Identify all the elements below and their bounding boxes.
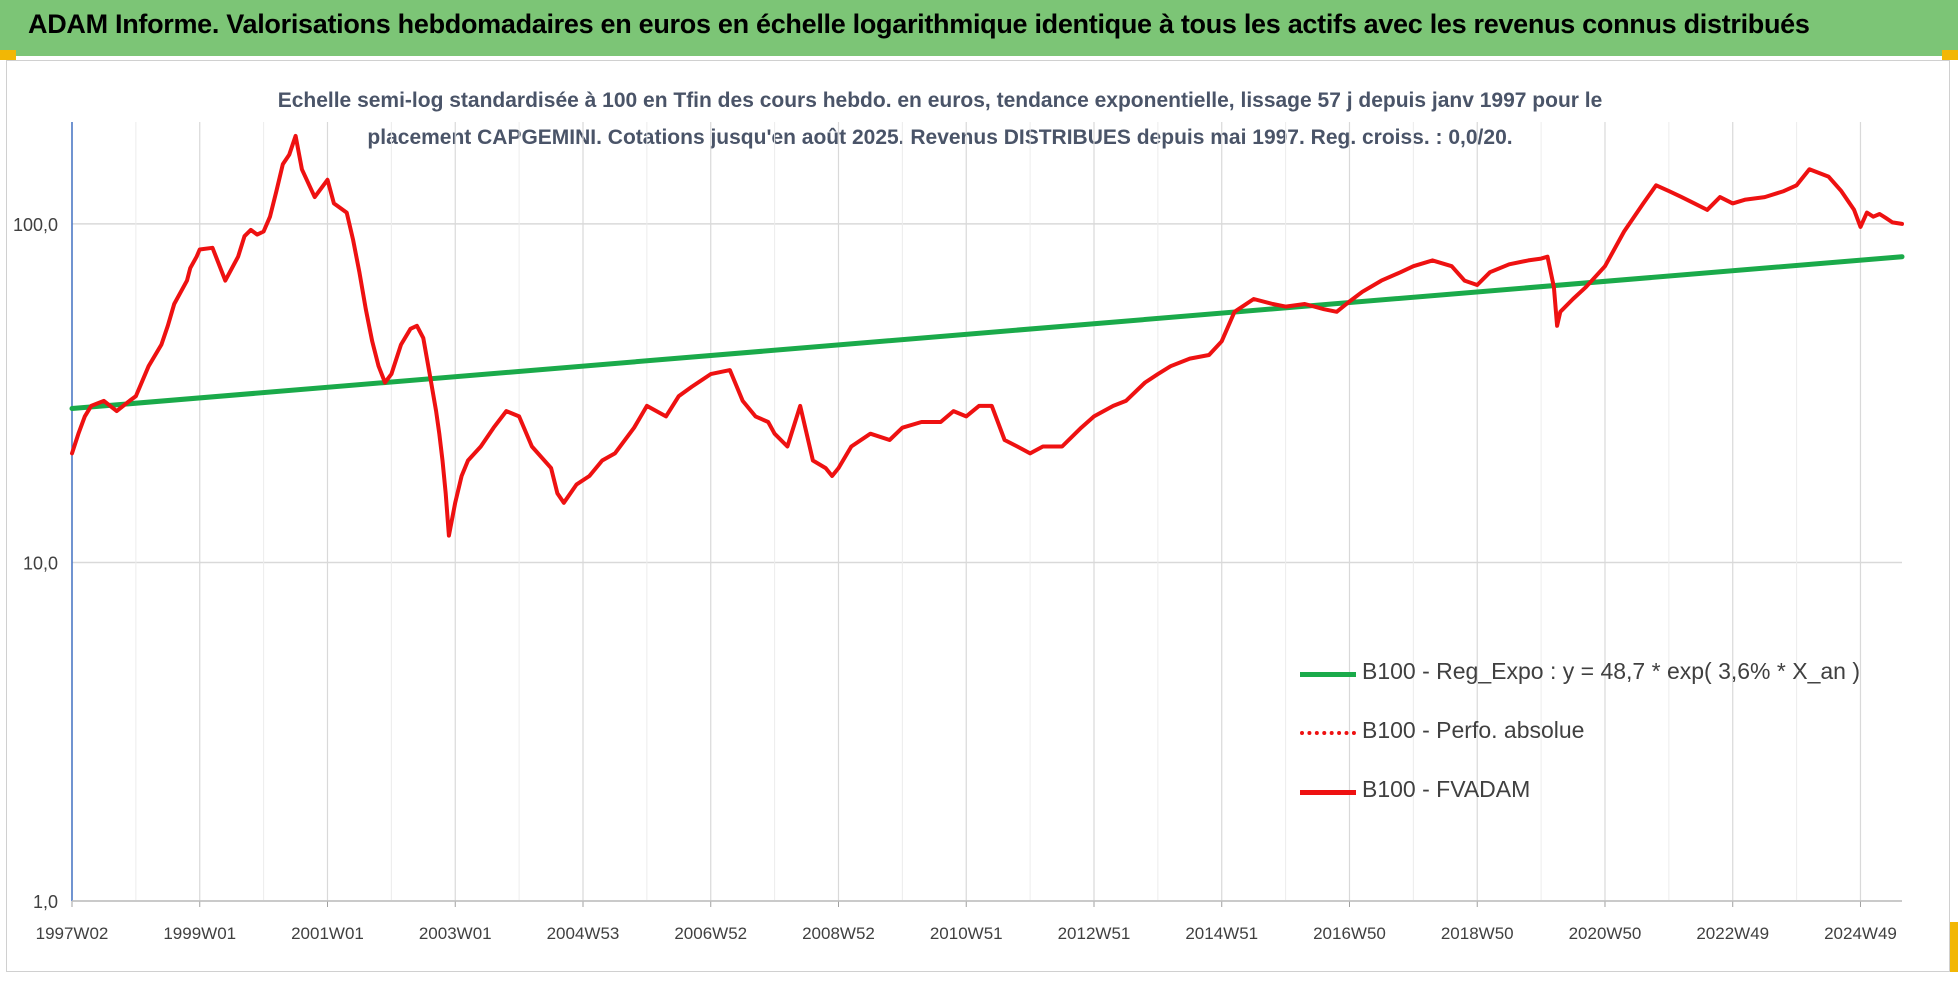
legend-label-fvadam: B100 - FVADAM (1362, 776, 1531, 802)
series-layer (69, 133, 1905, 538)
x-tick-label: 2024W49 (1824, 924, 1897, 943)
y-tick-label: 100,0 (13, 215, 58, 235)
x-tick-label: 2003W01 (419, 924, 492, 943)
regression-line (69, 254, 1905, 411)
corner-marker-top-left (0, 50, 16, 60)
x-tick-label: 2001W01 (291, 924, 364, 943)
x-tick-label: 1999W01 (163, 924, 236, 943)
x-tick-label: 1997W02 (36, 924, 109, 943)
corner-marker-top-right (1942, 50, 1958, 60)
title-banner: ADAM Informe. Valorisations hebdomadaire… (0, 0, 1958, 56)
x-tick-label: 2016W50 (1313, 924, 1386, 943)
x-tick-label: 2020W50 (1569, 924, 1642, 943)
legend-label-absolute-performance: B100 - Perfo. absolue (1362, 717, 1585, 743)
report-title: ADAM Informe. Valorisations hebdomadaire… (28, 9, 1810, 39)
corner-marker-bottom-right (1950, 922, 1958, 972)
chart-title-line-2: placement CAPGEMINI. Cotations jusqu'en … (367, 126, 1513, 149)
x-tick-label: 2018W50 (1441, 924, 1514, 943)
chart-title-line-1: Echelle semi-log standardisée à 100 en T… (277, 89, 1603, 112)
x-tick-label: 2014W51 (1185, 924, 1258, 943)
legend-swatch-absolute-performance (1300, 731, 1356, 735)
chart-frame (6, 60, 1950, 972)
y-tick-label: 1,0 (33, 892, 58, 912)
x-tick-label: 2010W51 (930, 924, 1003, 943)
fvadam-line (70, 133, 1904, 538)
x-tick-label: 2022W49 (1696, 924, 1769, 943)
legend-swatch-fvadam (1300, 790, 1356, 795)
y-tick-label: 10,0 (23, 553, 58, 573)
legend-label-regression: B100 - Reg_Expo : y = 48,7 * exp( 3,6% *… (1362, 658, 1860, 684)
axis-layer: 1,0 10,0 100,0 1997W02 1999W01 2001W01 2003W01… (13, 122, 1902, 943)
x-tick-label: 2006W52 (674, 924, 747, 943)
x-tick-label: 2012W51 (1058, 924, 1131, 943)
legend-swatch-regression (1300, 672, 1356, 677)
x-tick-label: 2008W52 (802, 924, 875, 943)
grid-layer (71, 122, 1902, 902)
x-tick-label: 2004W53 (547, 924, 620, 943)
